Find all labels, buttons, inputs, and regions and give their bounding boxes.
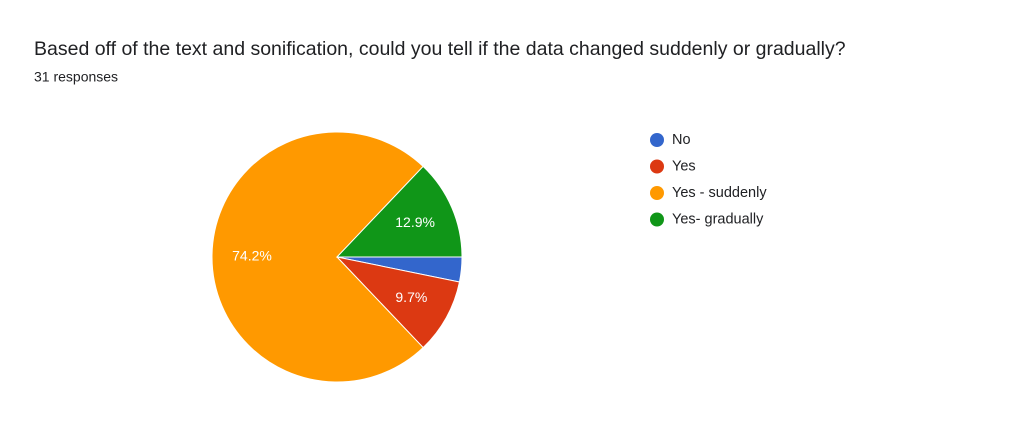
chart-subtitle: 31 responses	[34, 69, 118, 85]
legend-label: No	[672, 132, 691, 148]
legend-marker	[650, 186, 664, 200]
pie-slice	[335, 256, 461, 349]
pie-slice	[211, 131, 424, 383]
slice-label: 74.2%	[232, 248, 272, 264]
pie-slice	[335, 165, 463, 258]
legend-marker	[650, 212, 664, 227]
legend-label: Yes	[672, 158, 696, 174]
slice-label: 12.9%	[395, 214, 435, 230]
legend-label: Yes - suddenly	[672, 185, 767, 201]
chart-title: Based off of the text and sonification, …	[34, 38, 846, 60]
legend-label: Yes- gradually	[672, 211, 764, 227]
slice-label: 9.7%	[395, 289, 427, 305]
legend-marker	[650, 133, 664, 147]
legend-marker	[650, 159, 664, 174]
